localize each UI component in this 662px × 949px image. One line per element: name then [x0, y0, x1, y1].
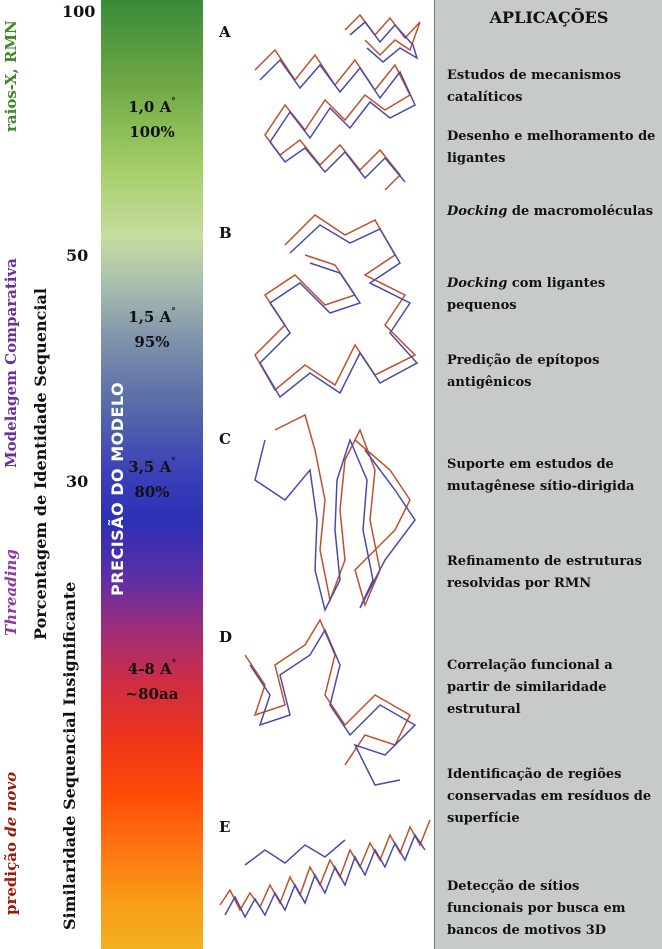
- bar-level-4: 4-8 A° ~80aa: [101, 658, 203, 705]
- bar-level-1: 1,0 A° 100%: [101, 96, 203, 143]
- label-threading: Threading: [2, 549, 20, 636]
- application-item-text: Detecção de sítios funcionais por busca …: [447, 879, 626, 938]
- precision-gradient-bar: [101, 0, 203, 949]
- bar-level-1-res: 1,0 A: [128, 98, 172, 116]
- label-predicao-prefix: predição: [2, 836, 20, 915]
- application-item: Predição de epítopos antigênicos: [447, 350, 659, 394]
- bar-level-1-deg: °: [171, 97, 176, 107]
- application-item: Detecção de sítios funcionais por busca …: [447, 876, 659, 942]
- application-item: Identificação de regiões conservadas em …: [447, 764, 659, 830]
- application-item: Suporte em estudos de mutagênese sítio-d…: [447, 454, 659, 498]
- structure-letter-a: A: [219, 23, 231, 41]
- application-item: Docking de macromoléculas: [447, 201, 659, 223]
- application-item-text: de macromoléculas: [507, 204, 654, 219]
- application-item-text: Estudos de mecanismos catalíticos: [447, 68, 621, 105]
- application-item-text: Predição de epítopos antigênicos: [447, 353, 600, 390]
- bar-level-3: 3,5 A° 80%: [101, 456, 203, 503]
- application-item-text: Refinamento de estruturas resolvidas por…: [447, 554, 642, 591]
- bar-level-4-res: 4-8 A: [127, 660, 172, 678]
- label-raios-x-rmn: raios-X, RMN: [2, 20, 20, 132]
- application-item-text: Correlação funcional a partir de similar…: [447, 658, 613, 717]
- bar-level-4-deg: °: [171, 659, 177, 669]
- bar-level-2-pct: 95%: [134, 333, 170, 351]
- tick-30: 30: [66, 472, 89, 491]
- bar-level-2-res: 1,5 A: [128, 308, 172, 326]
- tick-100: 100: [62, 2, 96, 21]
- structure-letter-b: B: [219, 224, 232, 242]
- structure-b-image: [254, 214, 419, 399]
- label-modelagem-comparativa: Modelagem Comparativa: [2, 258, 20, 468]
- applications-title: APLICAÇÕES: [489, 8, 609, 27]
- applications-panel: APLICAÇÕES Estudos de mecanismos catalít…: [434, 0, 662, 949]
- application-item: Refinamento de estruturas resolvidas por…: [447, 551, 659, 595]
- structure-e-image: [219, 819, 431, 919]
- bar-level-3-deg: °: [171, 457, 176, 467]
- application-item: Estudos de mecanismos catalíticos: [447, 65, 659, 109]
- label-de-novo-italic: de novo: [2, 771, 20, 837]
- axis-subtitle: Similaridade Sequencial Insignificante: [60, 581, 79, 930]
- bar-level-2: 1,5 A° 95%: [101, 306, 203, 353]
- structure-letter-e: E: [219, 818, 231, 836]
- bar-level-4-pct: ~80aa: [125, 685, 179, 703]
- application-item-text: Identificação de regiões conservadas em …: [447, 767, 652, 826]
- axis-title: Porcentagem de Identidade Sequencial: [31, 288, 50, 640]
- application-item: Correlação funcional a partir de similar…: [447, 655, 659, 721]
- structure-c-image: [254, 413, 416, 613]
- label-predicao-de-novo: predição de novo: [2, 772, 20, 915]
- application-item-text: Desenho e melhoramento de ligantes: [447, 129, 656, 166]
- structure-letter-c: C: [219, 430, 231, 448]
- structure-a-image: [254, 13, 421, 191]
- application-item-italic: Docking: [447, 204, 508, 219]
- application-item-italic: Docking: [447, 276, 508, 291]
- structure-d-image: [244, 618, 417, 786]
- application-item-text: com ligantes pequenos: [447, 276, 606, 313]
- bar-level-2-deg: °: [171, 307, 176, 317]
- bar-level-3-pct: 80%: [134, 483, 170, 501]
- bar-level-1-pct: 100%: [129, 123, 175, 141]
- application-item-text: Suporte em estudos de mutagênese sítio-d…: [447, 457, 635, 494]
- application-item: Docking com ligantes pequenos: [447, 273, 659, 317]
- tick-50: 50: [66, 246, 89, 265]
- structure-letter-d: D: [219, 628, 233, 646]
- bar-level-3-res: 3,5 A: [128, 458, 172, 476]
- application-item: Desenho e melhoramento de ligantes: [447, 126, 659, 170]
